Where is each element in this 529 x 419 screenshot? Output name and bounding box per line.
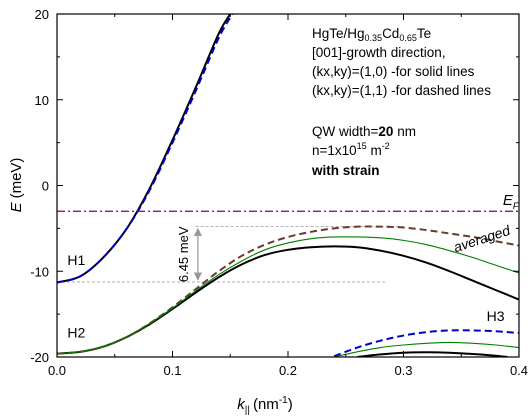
info-density: n=1x1015 m-2 [312, 141, 390, 158]
y-tick-label: 0 [42, 179, 49, 194]
tick-layer: 0.0 0.1 0.2 0.3 0.4 -20 -10 0 10 20 [30, 7, 528, 378]
band-label-h1: H1 [67, 252, 85, 268]
x-tick-label: 0.2 [279, 363, 297, 378]
info-growth: [001]-growth direction, [312, 45, 446, 60]
fermi-layer: EF [57, 192, 519, 212]
series-line-2 [57, 14, 234, 284]
band-label-h2: H2 [67, 324, 85, 340]
x-tick-label: 0.0 [48, 363, 66, 378]
info-solid: (kx,ky)=(1,0) -for solid lines [312, 64, 475, 79]
guide-layer: 6.45 meV [57, 226, 404, 283]
series-line-4 [57, 225, 519, 355]
fermi-level-label: EF [503, 192, 519, 211]
y-tick-label: 10 [35, 93, 49, 108]
info-dashed: (kx,ky)=(1,1) -for dashed lines [312, 83, 491, 98]
series-line-8 [357, 351, 508, 357]
info-width: QW width=20 nm [312, 124, 416, 139]
series-line-6 [333, 329, 519, 357]
series-line-5 [57, 236, 519, 355]
band-label-averaged: averaged [451, 222, 513, 256]
y-tick-label: -10 [30, 264, 49, 279]
curve-layer [57, 14, 519, 357]
info-material: HgTe/Hg0.35Cd0.65Te [312, 26, 431, 43]
x-tick-label: 0.3 [394, 363, 412, 378]
x-tick-label: 0.4 [510, 363, 528, 378]
label-layer: H1 H2 H3 averaged [67, 222, 513, 341]
x-axis-label: k|| (nm-1) [237, 395, 292, 416]
gap-label: 6.45 meV [176, 226, 191, 282]
y-tick-label: 20 [35, 7, 49, 22]
series-line-1 [57, 14, 232, 284]
band-label-h3: H3 [487, 308, 505, 324]
info-strain: with strain [311, 163, 380, 178]
y-axis-label: E(meV) [8, 158, 25, 213]
y-tick-label: -20 [30, 350, 49, 365]
series-line-7 [334, 341, 519, 357]
info-block: HgTe/Hg0.35Cd0.65Te [001]-growth directi… [311, 26, 491, 178]
x-tick-label: 0.1 [163, 363, 181, 378]
